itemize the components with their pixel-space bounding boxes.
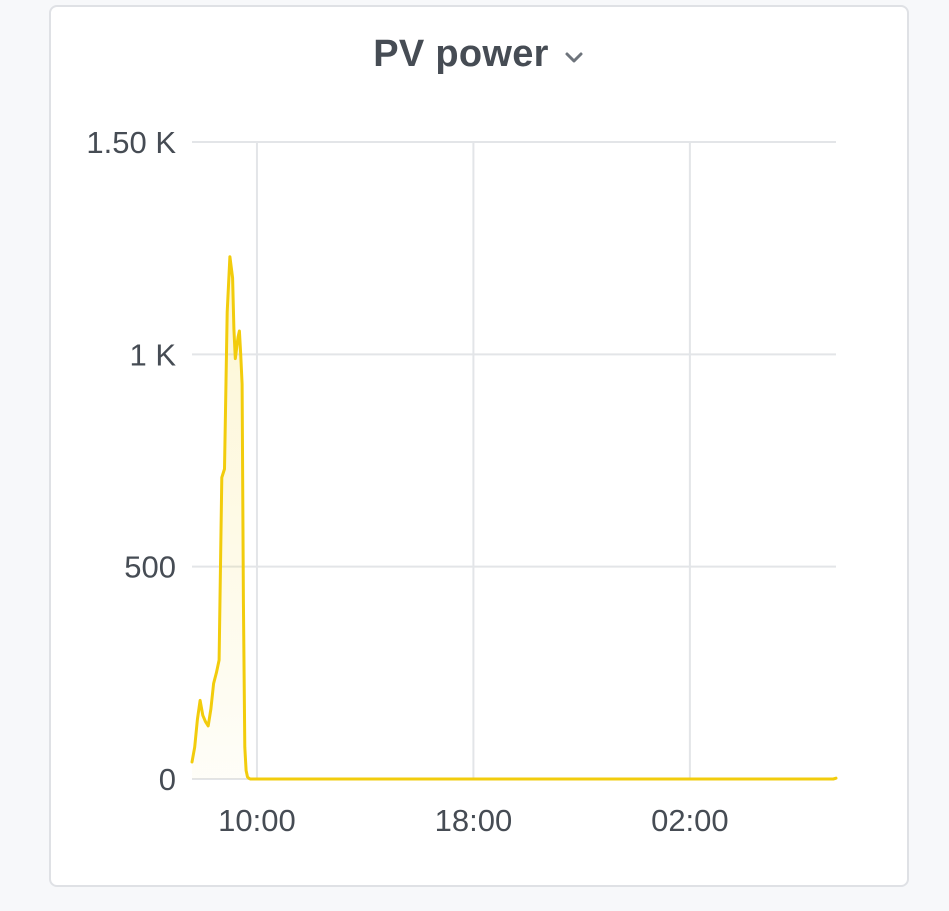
series-area xyxy=(192,256,836,779)
series-line[interactable] xyxy=(190,255,838,781)
y-tick-label: 0 xyxy=(159,762,176,797)
chevron-down-icon[interactable] xyxy=(563,46,585,68)
x-tick-label: 02:00 xyxy=(651,803,729,838)
x-tick-label: 18:00 xyxy=(435,803,513,838)
panel-title[interactable]: PV power xyxy=(373,32,549,75)
y-tick-label: 1 K xyxy=(129,337,176,372)
pv-power-panel: PV power xyxy=(49,5,909,887)
chart-grid xyxy=(192,141,836,780)
y-axis: 0 500 1 K 1.50 K xyxy=(86,125,176,797)
plot-area xyxy=(190,255,838,781)
x-axis: 10:00 18:00 02:00 xyxy=(218,803,729,838)
y-tick-label: 500 xyxy=(124,550,176,585)
y-tick-label: 1.50 K xyxy=(86,125,176,160)
panel-header[interactable]: PV power xyxy=(51,29,907,79)
x-tick-label: 10:00 xyxy=(218,803,296,838)
